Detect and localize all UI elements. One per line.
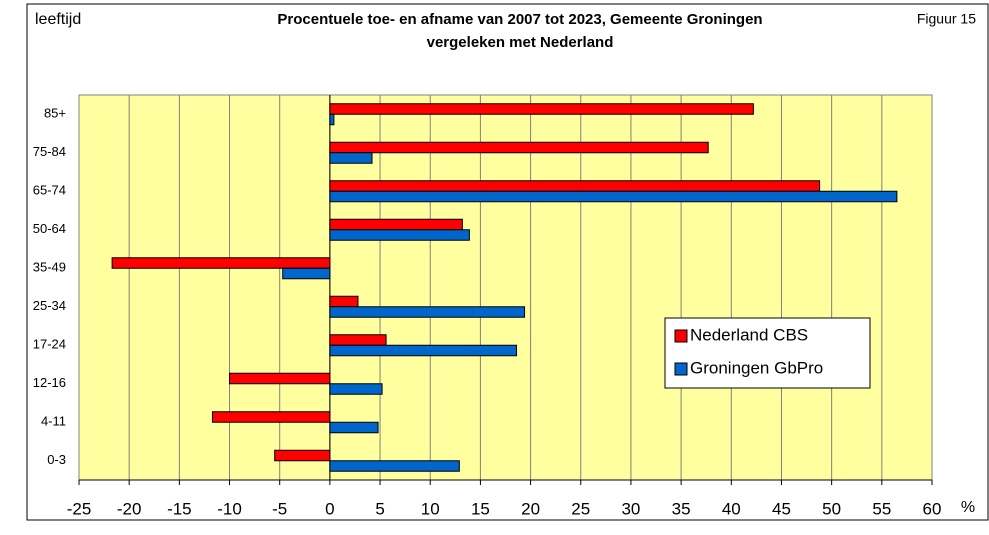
x-tick-label: 20 [521,499,540,518]
x-tick-label: -15 [167,499,192,518]
y-tick-label: 50-64 [33,221,66,236]
x-axis-title: % [961,499,975,516]
y-tick-label: 75-84 [33,144,66,159]
y-axis-title: leeftijd [35,11,81,28]
bar [211,411,331,423]
bar [329,306,526,318]
bar [329,113,335,126]
legend-swatch [674,329,688,343]
chart-subtitle: vergeleken met Nederland [427,34,614,51]
y-tick-label: 65-74 [33,183,66,198]
bar [329,152,373,164]
legend-swatch [674,362,688,376]
x-tick-label: 10 [421,499,440,518]
bar [274,449,331,462]
bar [329,334,387,346]
bar [329,295,359,308]
bar [329,218,463,231]
bar [329,383,383,395]
bar [329,190,898,203]
chart-title: Procentuele toe- en afname van 2007 tot … [277,11,762,28]
x-tick-label: 50 [822,499,841,518]
bar [329,229,470,241]
y-tick-label: 4-11 [41,414,66,429]
figure-label: Figuur 15 [917,11,976,27]
x-tick-label: -10 [217,499,242,518]
bar [282,267,331,280]
y-tick-label: 17-24 [33,337,66,352]
x-tick-label: 35 [672,499,691,518]
bar [329,344,518,357]
bar [329,460,460,472]
x-tick-label: 60 [923,499,942,518]
bar [111,257,331,269]
legend-box [664,317,871,389]
y-tick-label: 25-34 [33,298,66,313]
bar [229,372,331,385]
x-tick-label: 25 [571,499,590,518]
x-tick-label: 55 [872,499,891,518]
x-tick-label: 5 [375,499,384,518]
legend-label: Groningen GbPro [690,358,823,377]
x-tick-label: -25 [67,499,92,518]
x-tick-label: 40 [722,499,741,518]
y-tick-label: 0-3 [47,452,66,467]
bar [329,141,709,154]
x-tick-label: 0 [325,499,334,518]
x-tick-label: 15 [471,499,490,518]
y-tick-label: 35-49 [33,260,66,275]
legend-label: Nederland CBS [690,325,808,344]
y-tick-label: 85+ [44,106,66,121]
x-tick-label: -5 [272,499,287,518]
bar [329,103,754,115]
x-tick-label: 45 [772,499,791,518]
bar [329,421,379,434]
y-tick-label: 12-16 [33,375,66,390]
bar [329,180,821,192]
x-tick-label: 30 [621,499,640,518]
x-tick-label: -20 [117,499,142,518]
